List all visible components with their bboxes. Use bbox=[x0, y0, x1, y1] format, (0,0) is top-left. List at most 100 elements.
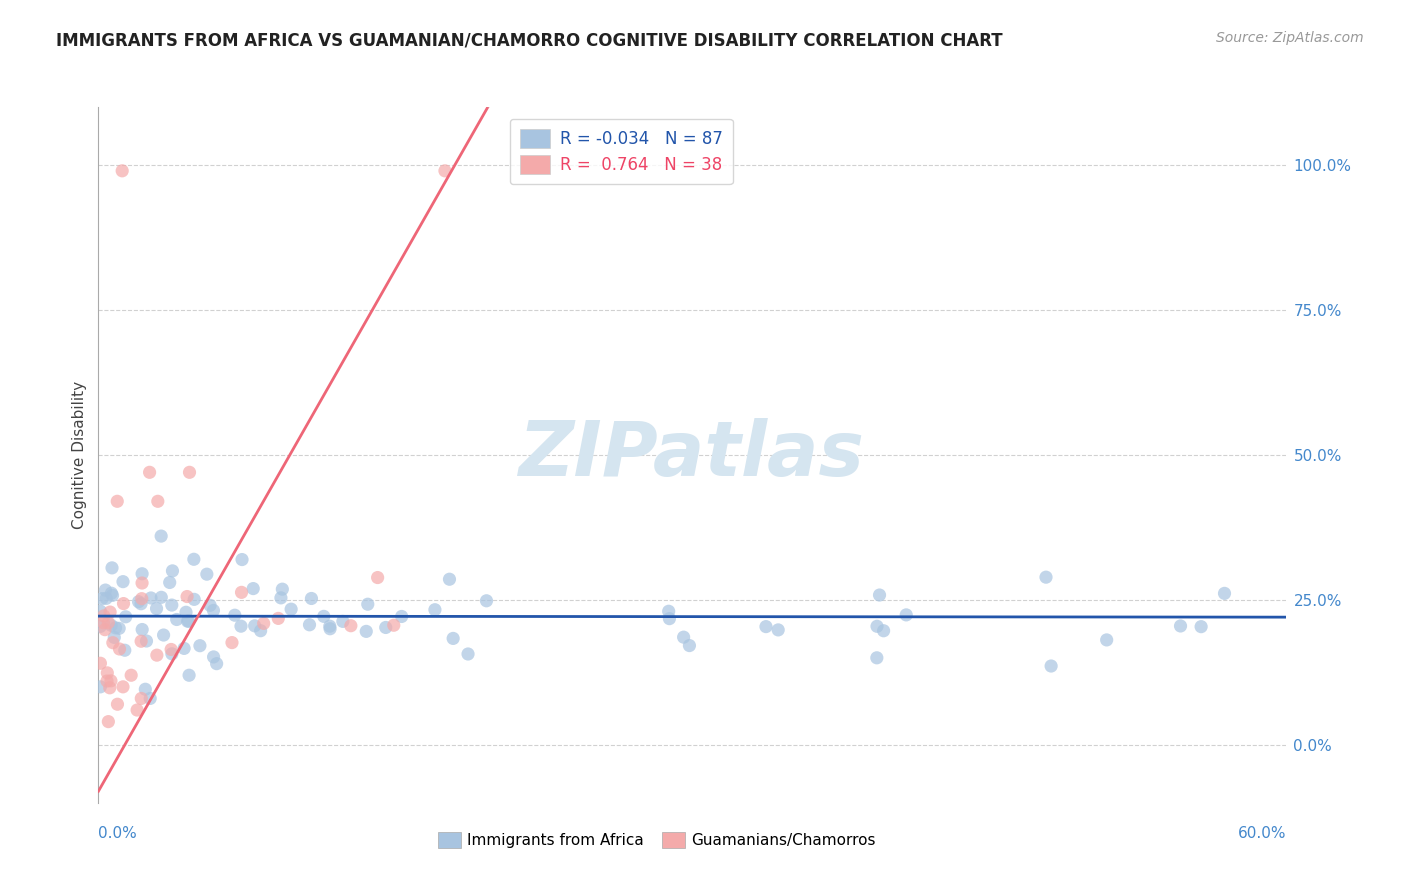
Point bbox=[108, 621, 131, 635]
Point bbox=[146, 494, 169, 508]
Point bbox=[179, 466, 201, 480]
Point bbox=[319, 622, 342, 636]
Point bbox=[1189, 620, 1212, 634]
Point bbox=[131, 576, 153, 591]
Point bbox=[280, 602, 302, 616]
Point bbox=[658, 612, 681, 626]
Point bbox=[152, 628, 174, 642]
Point bbox=[221, 635, 243, 649]
Point bbox=[159, 575, 181, 590]
Point bbox=[319, 619, 342, 633]
Point bbox=[270, 591, 292, 605]
Point bbox=[134, 682, 156, 697]
Point bbox=[160, 642, 183, 657]
Point bbox=[332, 615, 354, 629]
Point bbox=[129, 634, 152, 648]
Point bbox=[243, 619, 266, 633]
Point bbox=[174, 605, 197, 619]
Point bbox=[1095, 632, 1118, 647]
Point bbox=[101, 636, 124, 650]
Point bbox=[162, 564, 184, 578]
Point bbox=[100, 673, 122, 688]
Point bbox=[91, 591, 114, 606]
Point bbox=[271, 582, 294, 597]
Point bbox=[96, 591, 118, 606]
Point bbox=[98, 605, 121, 619]
Point bbox=[202, 603, 225, 617]
Point bbox=[267, 611, 290, 625]
Point bbox=[145, 601, 167, 615]
Point bbox=[433, 164, 456, 178]
Point bbox=[1213, 586, 1236, 600]
Point bbox=[357, 597, 380, 611]
Point bbox=[94, 623, 117, 637]
Point bbox=[93, 608, 115, 623]
Point bbox=[135, 634, 157, 648]
Point bbox=[131, 566, 153, 581]
Point bbox=[98, 681, 121, 695]
Point bbox=[103, 631, 125, 645]
Point bbox=[866, 650, 889, 665]
Point bbox=[100, 618, 122, 632]
Point bbox=[139, 691, 162, 706]
Point bbox=[176, 590, 198, 604]
Point bbox=[100, 586, 122, 600]
Point bbox=[108, 642, 131, 657]
Point bbox=[231, 585, 253, 599]
Point bbox=[1040, 659, 1063, 673]
Point bbox=[658, 604, 681, 618]
Point bbox=[166, 612, 188, 626]
Point bbox=[131, 591, 153, 606]
Text: IMMIGRANTS FROM AFRICA VS GUAMANIAN/CHAMORRO COGNITIVE DISABILITY CORRELATION CH: IMMIGRANTS FROM AFRICA VS GUAMANIAN/CHAM… bbox=[56, 31, 1002, 49]
Point bbox=[129, 691, 152, 706]
Point bbox=[755, 619, 778, 633]
Point bbox=[205, 657, 228, 671]
Point bbox=[138, 466, 160, 480]
Point bbox=[678, 639, 700, 653]
Point bbox=[423, 603, 446, 617]
Point bbox=[195, 567, 218, 582]
Point bbox=[340, 618, 363, 632]
Point bbox=[101, 588, 124, 602]
Point bbox=[131, 623, 153, 637]
Point bbox=[127, 703, 149, 717]
Point bbox=[301, 591, 323, 606]
Point bbox=[441, 632, 464, 646]
Point bbox=[96, 674, 118, 689]
Point bbox=[869, 588, 891, 602]
Point bbox=[374, 620, 396, 634]
Y-axis label: Cognitive Disability: Cognitive Disability bbox=[72, 381, 87, 529]
Point bbox=[183, 552, 205, 566]
Point bbox=[312, 609, 335, 624]
Point bbox=[114, 643, 136, 657]
Point bbox=[231, 552, 253, 566]
Point bbox=[111, 164, 134, 178]
Point bbox=[224, 608, 246, 623]
Point bbox=[93, 615, 115, 630]
Point bbox=[872, 624, 894, 638]
Point bbox=[112, 597, 135, 611]
Point bbox=[391, 609, 413, 624]
Point bbox=[766, 623, 789, 637]
Point bbox=[1035, 570, 1057, 584]
Point bbox=[188, 639, 211, 653]
Point bbox=[89, 619, 111, 633]
Point bbox=[198, 599, 221, 613]
Point bbox=[202, 649, 225, 664]
Text: Source: ZipAtlas.com: Source: ZipAtlas.com bbox=[1216, 31, 1364, 45]
Point bbox=[173, 641, 195, 656]
Point bbox=[89, 657, 111, 671]
Point bbox=[94, 583, 117, 598]
Text: 0.0%: 0.0% bbox=[98, 826, 138, 841]
Text: ZIPatlas: ZIPatlas bbox=[519, 418, 866, 491]
Point bbox=[105, 494, 128, 508]
Point bbox=[672, 630, 695, 644]
Point bbox=[128, 595, 150, 609]
Point bbox=[866, 619, 889, 633]
Point bbox=[160, 647, 183, 661]
Point bbox=[183, 592, 205, 607]
Point bbox=[89, 680, 111, 694]
Point bbox=[439, 572, 461, 586]
Point bbox=[177, 614, 200, 628]
Point bbox=[382, 618, 405, 632]
